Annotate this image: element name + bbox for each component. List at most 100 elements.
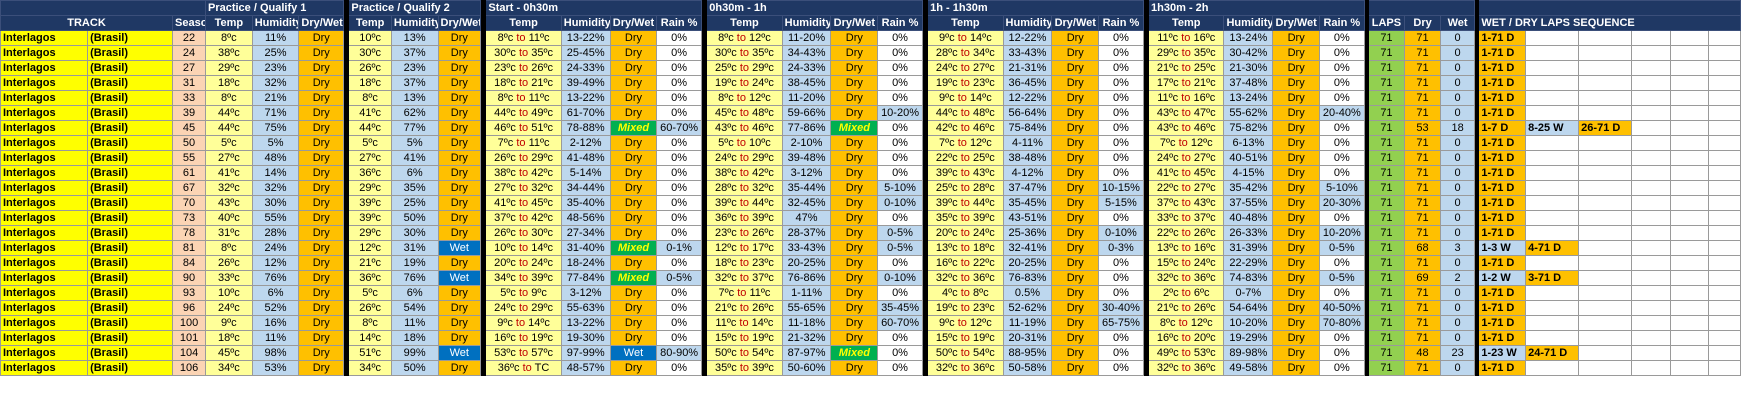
stint-drywet-cell[interactable]: Dry <box>1272 105 1321 121</box>
stint-rain-cell[interactable]: 0% <box>877 330 923 346</box>
stint-drywet-cell[interactable]: Dry <box>830 75 879 91</box>
stint-rain-cell[interactable]: 10-20% <box>877 105 923 121</box>
stint-drywet-cell[interactable]: Dry <box>1272 225 1321 241</box>
stint-rain-cell[interactable]: 0% <box>1319 150 1365 166</box>
sequence-cell[interactable]: 1-71 D <box>1478 135 1527 151</box>
stint-rain-cell[interactable]: 0% <box>656 210 702 226</box>
country-cell[interactable]: (Brasil) <box>87 195 174 211</box>
stint-humidity-cell[interactable]: 97-99% <box>560 345 611 361</box>
pq2-temp-cell[interactable]: 12ºc <box>348 240 392 256</box>
stint-temp-range-cell[interactable]: 8ºc to 11ºc <box>485 90 562 106</box>
stint-humidity-cell[interactable]: 12-22% <box>1002 30 1053 46</box>
stint-drywet-cell[interactable]: Dry <box>830 135 879 151</box>
stint-rain-cell[interactable]: 10-15% <box>1098 180 1144 196</box>
stint-humidity-cell[interactable]: 0.5% <box>1002 285 1053 301</box>
country-cell[interactable]: (Brasil) <box>87 285 174 301</box>
sequence-cell[interactable]: 24-71 D <box>1525 345 1580 361</box>
dry-laps-cell[interactable]: 48 <box>1403 345 1442 361</box>
track-cell[interactable]: Interlagos <box>0 270 89 286</box>
stint-drywet-cell[interactable]: Dry <box>1051 300 1100 316</box>
track-cell[interactable]: Interlagos <box>0 300 89 316</box>
sequence-cell[interactable]: 1-71 D <box>1478 285 1527 301</box>
stint-drywet-cell[interactable]: Dry <box>1051 255 1100 271</box>
stint-rain-cell[interactable]: 5-15% <box>1098 195 1144 211</box>
pq1-humidity-cell[interactable]: 14% <box>251 165 300 181</box>
pq1-humidity-cell[interactable]: 32% <box>251 180 300 196</box>
empty-cell[interactable] <box>1669 165 1709 181</box>
pq2-temp-cell[interactable]: 5ºc <box>348 135 392 151</box>
stint-rain-cell[interactable]: 0% <box>1319 135 1365 151</box>
pq1-temp-cell[interactable]: 44ºc <box>204 120 253 136</box>
stint-rain-cell[interactable]: 0% <box>1098 60 1144 76</box>
stint-drywet-cell[interactable]: Dry <box>830 330 879 346</box>
stint-rain-cell[interactable]: 0% <box>1098 75 1144 91</box>
stint-temp-range-cell[interactable]: 26ºc to 29ºc <box>485 150 562 166</box>
stint-humidity-cell[interactable]: 2-10% <box>781 135 832 151</box>
stint-drywet-cell[interactable]: Dry <box>609 195 658 211</box>
stint-rain-cell[interactable]: 0% <box>1098 270 1144 286</box>
empty-cell[interactable] <box>1707 105 1741 121</box>
stint-humidity-cell[interactable]: 12-22% <box>1002 90 1053 106</box>
stint-temp-range-cell[interactable]: 30ºc to 35ºc <box>485 45 562 61</box>
stint-humidity-cell[interactable]: 21-31% <box>1002 60 1053 76</box>
stint-drywet-cell[interactable]: Dry <box>609 165 658 181</box>
dry-laps-cell[interactable]: 71 <box>1403 330 1442 346</box>
country-cell[interactable]: (Brasil) <box>87 75 174 91</box>
empty-cell[interactable] <box>1578 270 1633 286</box>
empty-cell[interactable] <box>1525 75 1580 91</box>
stint-humidity-cell[interactable]: 36-45% <box>1002 75 1053 91</box>
pq2-humidity-cell[interactable]: 30% <box>390 225 439 241</box>
stint-temp-range-cell[interactable]: 22ºc to 27ºc <box>1148 180 1225 196</box>
stint-humidity-cell[interactable]: 2-12% <box>560 135 611 151</box>
stint-rain-cell[interactable]: 40-50% <box>1319 300 1365 316</box>
pq2-drywet-cell[interactable]: Dry <box>437 45 482 61</box>
stint-temp-range-cell[interactable]: 5ºc to 10ºc <box>706 135 783 151</box>
pq2-drywet-cell[interactable]: Dry <box>437 30 482 46</box>
stint-drywet-cell[interactable]: Dry <box>1051 165 1100 181</box>
stint-temp-range-cell[interactable]: 38ºc to 42ºc <box>706 165 783 181</box>
stint-rain-cell[interactable]: 35-45% <box>877 300 923 316</box>
stint-drywet-cell[interactable]: Dry <box>830 30 879 46</box>
pq1-humidity-cell[interactable]: 30% <box>251 195 300 211</box>
stint-humidity-cell[interactable]: 20-25% <box>1002 255 1053 271</box>
stint-humidity-cell[interactable]: 88-95% <box>1002 345 1053 361</box>
pq2-drywet-cell[interactable]: Dry <box>437 210 482 226</box>
stint-temp-range-cell[interactable]: 27ºc to 32ºc <box>485 180 562 196</box>
track-cell[interactable]: Interlagos <box>0 90 89 106</box>
country-cell[interactable]: (Brasil) <box>87 270 174 286</box>
empty-cell[interactable] <box>1631 45 1671 61</box>
stint-humidity-cell[interactable]: 76-83% <box>1002 270 1053 286</box>
stint-temp-range-cell[interactable]: 22ºc to 26ºc <box>1148 225 1225 241</box>
stint-humidity-cell[interactable]: 11-20% <box>781 30 832 46</box>
pq1-drywet-cell[interactable]: Dry <box>298 75 345 91</box>
stint-drywet-cell[interactable]: Dry <box>609 180 658 196</box>
stint-rain-cell[interactable]: 0-5% <box>877 225 923 241</box>
stint-temp-range-cell[interactable]: 7ºc to 12ºc <box>1148 135 1225 151</box>
stint-rain-cell[interactable]: 0-5% <box>1319 240 1365 256</box>
stint-temp-range-cell[interactable]: 37ºc to 42ºc <box>485 210 562 226</box>
pq2-temp-cell[interactable]: 34ºc <box>348 360 392 376</box>
stint-humidity-cell[interactable]: 61-70% <box>560 105 611 121</box>
stint-drywet-cell[interactable]: Dry <box>609 255 658 271</box>
stint-humidity-cell[interactable]: 41-48% <box>560 150 611 166</box>
stint-temp-range-cell[interactable]: 41ºc to 45ºc <box>1148 165 1225 181</box>
stint-drywet-cell[interactable]: Dry <box>609 105 658 121</box>
stint-rain-cell[interactable]: 5-10% <box>877 180 923 196</box>
empty-cell[interactable] <box>1525 45 1580 61</box>
empty-cell[interactable] <box>1578 285 1633 301</box>
stint-humidity-cell[interactable]: 43-51% <box>1002 210 1053 226</box>
dry-laps-cell[interactable]: 71 <box>1403 255 1442 271</box>
empty-cell[interactable] <box>1631 240 1671 256</box>
pq1-drywet-cell[interactable]: Dry <box>298 255 345 271</box>
dry-laps-cell[interactable]: 71 <box>1403 135 1442 151</box>
pq2-humidity-cell[interactable]: 23% <box>390 60 439 76</box>
stint-drywet-cell[interactable]: Dry <box>830 285 879 301</box>
stint-temp-range-cell[interactable]: 23ºc to 26ºc <box>485 60 562 76</box>
stint-temp-range-cell[interactable]: 30ºc to 35ºc <box>706 45 783 61</box>
empty-cell[interactable] <box>1525 30 1580 46</box>
pq2-humidity-cell[interactable]: 41% <box>390 150 439 166</box>
empty-cell[interactable] <box>1669 225 1709 241</box>
stint-rain-cell[interactable]: 0% <box>877 135 923 151</box>
empty-cell[interactable] <box>1707 90 1741 106</box>
empty-cell[interactable] <box>1669 30 1709 46</box>
